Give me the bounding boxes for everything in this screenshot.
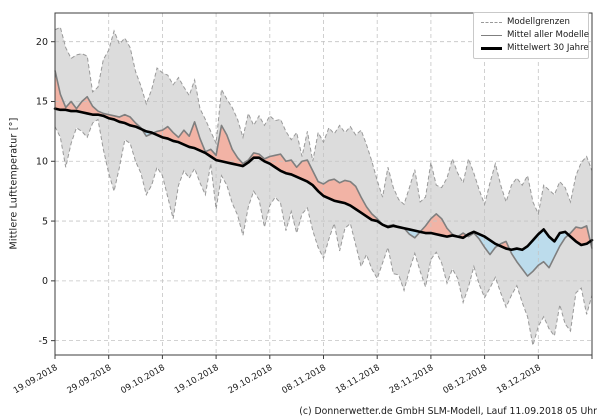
x-tick-label: 18.11.2018 [334,363,382,396]
model-mean-line [54,70,593,277]
y-axis-title: Mittlere Lufttemperatur [°] [8,117,20,250]
x-tick-label: 19.10.2018 [173,363,221,396]
y-tick-label: 0 [42,276,48,287]
y-tick-label: 20 [36,37,48,48]
x-tick-label: 19.09.2018 [12,363,60,396]
x-tick-label: 18.12.2018 [495,363,543,396]
x-tick-label: 29.10.2018 [227,363,275,396]
x-tick-label: 09.10.2018 [119,363,167,396]
legend-label: Mittel aller Modelle [507,30,590,40]
thick-black-line-icon [481,47,502,50]
y-tick-label: 15 [36,97,48,108]
legend-item-mittel-aller-modelle: Mittel aller Modelle [481,30,589,41]
dashed-line-icon [481,22,502,23]
y-tick-label: -5 [39,336,48,347]
legend-label: Mittelwert 30 Jahre [507,43,589,53]
x-tick-label: 08.12.2018 [441,363,489,396]
model-min-line [54,118,593,346]
x-tick-label: 29.09.2018 [66,363,114,396]
solid-gray-line-icon [481,35,502,36]
y-tick-label: 10 [36,156,48,167]
credit-text: (c) Donnerwetter.de GmbH SLM-Modell, Lau… [299,406,597,417]
legend: Modellgrenzen Mittel aller Modelle Mitte… [473,12,589,59]
y-tick-label: 5 [42,216,48,227]
model-max-line [54,26,593,216]
legend-label: Modellgrenzen [507,17,570,27]
legend-item-modellgrenzen: Modellgrenzen [481,17,582,28]
climate-mean-line [53,107,594,252]
x-tick-label: 08.11.2018 [280,363,328,396]
x-tick-label: 28.11.2018 [388,363,436,396]
legend-item-mittelwert-30-jahre: Mittelwert 30 Jahre [481,43,589,54]
